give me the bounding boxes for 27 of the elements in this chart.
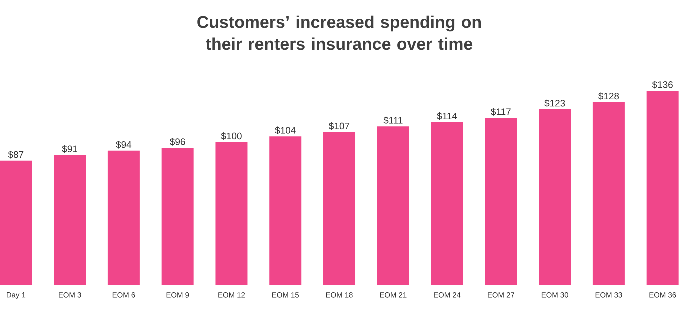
data-label: $107 (329, 122, 350, 130)
bar (646, 90, 679, 285)
data-label: $100 (221, 132, 242, 140)
data-label: $114 (437, 112, 458, 120)
bar (0, 160, 32, 285)
bar (54, 155, 86, 285)
bar (539, 110, 572, 285)
data-label: $104 (275, 126, 296, 134)
bar (592, 102, 625, 285)
bar (377, 126, 410, 285)
bar (162, 148, 194, 285)
bar (270, 136, 302, 285)
data-label: $91 (62, 145, 78, 153)
bar (485, 118, 518, 285)
data-label: $117 (491, 108, 511, 116)
data-label: $87 (8, 151, 24, 159)
bar (324, 132, 356, 285)
bar (431, 122, 464, 285)
data-label: $96 (170, 138, 186, 146)
data-label: $136 (652, 81, 673, 89)
bar (108, 150, 140, 285)
data-label: $128 (598, 92, 620, 100)
data-label: $123 (544, 100, 566, 108)
data-label: $94 (116, 141, 132, 149)
data-label: $111 (384, 116, 403, 124)
chart-title: Customers’ increased spending on their renters insurance over time (198, 16, 482, 50)
bar (216, 142, 248, 285)
